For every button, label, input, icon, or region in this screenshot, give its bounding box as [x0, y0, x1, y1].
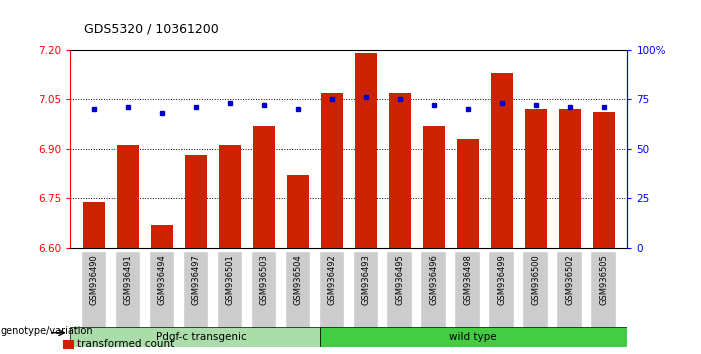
Bar	[491, 73, 512, 248]
FancyBboxPatch shape	[184, 252, 208, 333]
Text: GSM936497: GSM936497	[191, 255, 200, 306]
Bar	[287, 175, 309, 248]
Bar	[355, 53, 376, 248]
Bar	[388, 92, 411, 248]
Text: GSM936505: GSM936505	[599, 255, 608, 306]
Text: GSM936501: GSM936501	[225, 255, 234, 306]
Text: GSM936492: GSM936492	[327, 255, 336, 306]
FancyBboxPatch shape	[320, 252, 344, 333]
Text: GSM936498: GSM936498	[463, 255, 472, 306]
Text: GDS5320 / 10361200: GDS5320 / 10361200	[84, 22, 219, 35]
Text: Pdgf-c transgenic: Pdgf-c transgenic	[156, 332, 246, 342]
Bar	[185, 155, 207, 248]
Bar	[559, 109, 580, 248]
Text: GSM936504: GSM936504	[293, 255, 302, 306]
Text: genotype/variation: genotype/variation	[1, 326, 93, 336]
FancyBboxPatch shape	[285, 252, 310, 333]
Bar	[151, 225, 173, 248]
FancyBboxPatch shape	[557, 252, 582, 333]
Bar	[423, 126, 444, 248]
FancyBboxPatch shape	[489, 252, 514, 333]
FancyBboxPatch shape	[116, 252, 140, 333]
FancyBboxPatch shape	[149, 252, 174, 333]
Bar	[219, 145, 241, 248]
FancyBboxPatch shape	[524, 252, 548, 333]
FancyBboxPatch shape	[320, 327, 627, 347]
FancyBboxPatch shape	[217, 252, 242, 333]
Bar	[117, 145, 139, 248]
Text: GSM936503: GSM936503	[259, 255, 268, 306]
Bar	[63, 340, 74, 349]
Text: transformed count: transformed count	[77, 339, 175, 349]
Bar	[253, 126, 275, 248]
FancyBboxPatch shape	[252, 252, 276, 333]
FancyBboxPatch shape	[456, 252, 480, 333]
Text: GSM936500: GSM936500	[531, 255, 540, 306]
Bar	[524, 109, 547, 248]
Bar	[592, 112, 615, 248]
Text: GSM936502: GSM936502	[565, 255, 574, 306]
Text: GSM936494: GSM936494	[157, 255, 166, 306]
Text: GSM936496: GSM936496	[429, 255, 438, 306]
Bar	[456, 139, 479, 248]
FancyBboxPatch shape	[421, 252, 446, 333]
Text: GSM936491: GSM936491	[123, 255, 132, 306]
FancyBboxPatch shape	[353, 252, 378, 333]
FancyBboxPatch shape	[70, 327, 320, 347]
FancyBboxPatch shape	[81, 252, 106, 333]
FancyBboxPatch shape	[592, 252, 616, 333]
Text: GSM936490: GSM936490	[90, 255, 98, 306]
Bar	[83, 201, 105, 248]
Text: GSM936499: GSM936499	[497, 255, 506, 306]
Text: wild type: wild type	[449, 332, 496, 342]
FancyBboxPatch shape	[388, 252, 412, 333]
Text: GSM936493: GSM936493	[361, 255, 370, 306]
Bar	[321, 92, 343, 248]
Text: GSM936495: GSM936495	[395, 255, 404, 306]
